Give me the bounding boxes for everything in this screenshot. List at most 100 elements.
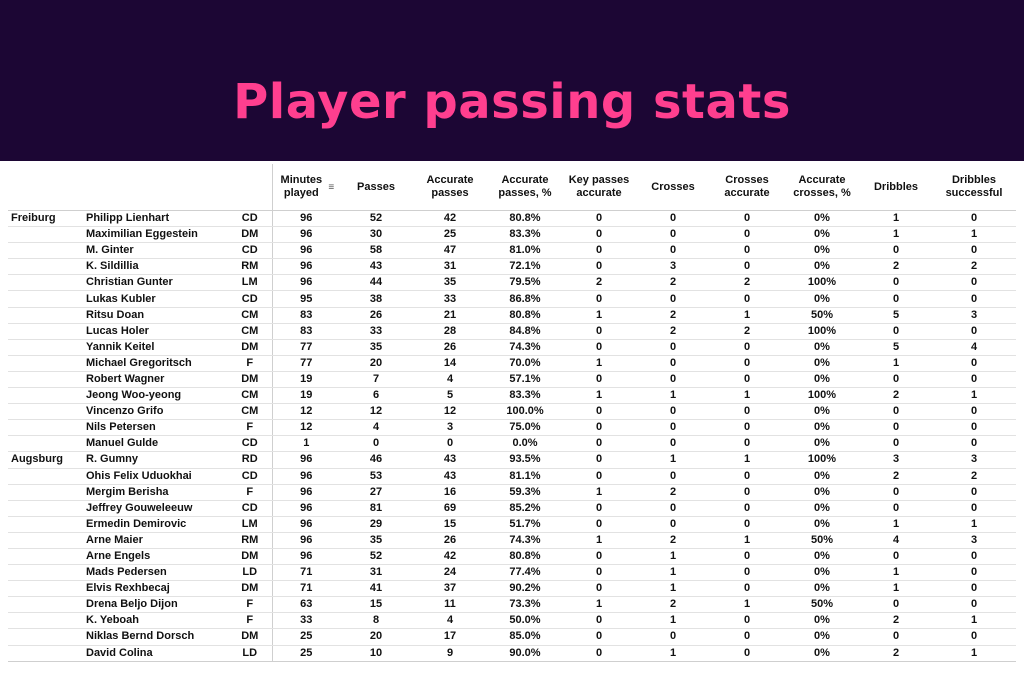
- team-cell: [8, 323, 82, 340]
- accurate-crosses-pct-cell: 0%: [784, 645, 860, 662]
- accurate-passes-pct-cell: 70.0%: [488, 355, 562, 372]
- table-row: Ermedin Demirovic LM 96 29 15 51.7% 0 0 0 0% 1 1: [8, 516, 1016, 533]
- player-name-cell: Arne Engels: [82, 548, 228, 566]
- accurate-passes-column-header[interactable]: Accurate passes: [412, 164, 488, 211]
- dribbles-successful-column-header[interactable]: Dribbles successful: [932, 164, 1016, 211]
- crosses-accurate-cell: 0: [710, 258, 784, 276]
- dribbles-successful-cell: 0: [932, 323, 1016, 340]
- crosses-accurate-cell: 2: [710, 274, 784, 292]
- minutes-cell: 33: [271, 612, 340, 630]
- table-row: Christian Gunter LM 96 44 35 79.5% 2 2 2 100% 0 0: [8, 274, 1016, 292]
- key-passes-cell: 1: [562, 355, 636, 372]
- accurate-crosses-pct-cell: 0%: [784, 242, 860, 260]
- crosses-column-header[interactable]: Crosses: [636, 164, 710, 211]
- passes-cell: 53: [340, 468, 412, 485]
- key-passes-cell: 0: [562, 258, 636, 276]
- crosses-cell: 2: [636, 323, 710, 340]
- key-passes-cell: 0: [562, 612, 636, 630]
- accurate-crosses-pct-column-header[interactable]: Accurate crosses, %: [784, 164, 860, 211]
- crosses-accurate-cell: 1: [710, 532, 784, 549]
- passes-cell: 43: [340, 258, 412, 276]
- dribbles-cell: 0: [860, 371, 932, 389]
- accurate-crosses-pct-cell: 0%: [784, 355, 860, 372]
- accurate-passes-cell: 43: [412, 451, 488, 469]
- accurate-passes-cell: 0: [412, 435, 488, 453]
- passes-cell: 35: [340, 339, 412, 356]
- crosses-cell: 0: [636, 500, 710, 517]
- player-name-cell: Mergim Berisha: [82, 484, 228, 501]
- crosses-cell: 2: [636, 484, 710, 501]
- accurate-passes-pct-cell: 90.2%: [488, 580, 562, 598]
- header-row: Minutes played ≡ Passes Accurate passes A…: [8, 164, 1016, 211]
- position-cell: DM: [228, 339, 272, 356]
- player-name-cell: Nils Petersen: [82, 419, 228, 437]
- minutes-cell: 96: [271, 258, 340, 276]
- crosses-accurate-cell: 0: [710, 500, 784, 517]
- minutes-cell: 96: [271, 468, 340, 485]
- minutes-column-header[interactable]: Minutes played ≡: [271, 164, 340, 211]
- team-cell: [8, 242, 82, 260]
- minutes-cell: 19: [271, 371, 340, 389]
- dribbles-cell: 1: [860, 226, 932, 244]
- accurate-crosses-pct-cell: 100%: [784, 274, 860, 292]
- key-passes-cell: 0: [562, 419, 636, 437]
- player-name-cell: Niklas Bernd Dorsch: [82, 628, 228, 646]
- dribbles-successful-cell: 0: [932, 371, 1016, 389]
- passes-cell: 20: [340, 355, 412, 372]
- accurate-passes-pct-cell: 59.3%: [488, 484, 562, 501]
- accurate-passes-pct-cell: 100.0%: [488, 403, 562, 421]
- dribbles-cell: 0: [860, 403, 932, 421]
- accurate-crosses-pct-cell: 50%: [784, 532, 860, 549]
- minutes-cell: 1: [271, 435, 340, 453]
- accurate-crosses-pct-cell: 100%: [784, 387, 860, 405]
- crosses-accurate-cell: 0: [710, 580, 784, 598]
- accurate-passes-pct-cell: 75.0%: [488, 419, 562, 437]
- accurate-passes-cell: 37: [412, 580, 488, 598]
- crosses-accurate-cell: 0: [710, 403, 784, 421]
- passes-cell: 7: [340, 371, 412, 389]
- team-cell: [8, 468, 82, 485]
- passes-cell: 20: [340, 628, 412, 646]
- player-name-cell: Jeong Woo-yeong: [82, 387, 228, 405]
- accurate-passes-pct-column-header[interactable]: Accurate passes, %: [488, 164, 562, 211]
- accurate-passes-pct-cell: 80.8%: [488, 307, 562, 324]
- accurate-passes-pct-cell: 83.3%: [488, 226, 562, 244]
- crosses-cell: 0: [636, 290, 710, 308]
- position-cell: F: [228, 484, 272, 501]
- key-passes-column-header[interactable]: Key passes accurate: [562, 164, 636, 211]
- key-passes-cell: 0: [562, 516, 636, 533]
- team-cell: [8, 500, 82, 517]
- position-cell: F: [228, 612, 272, 630]
- dribbles-successful-cell: 1: [932, 226, 1016, 244]
- player-name-cell: Robert Wagner: [82, 371, 228, 389]
- dribbles-cell: 2: [860, 645, 932, 662]
- accurate-passes-cell: 16: [412, 484, 488, 501]
- team-cell: [8, 226, 82, 244]
- passes-cell: 30: [340, 226, 412, 244]
- dribbles-column-header[interactable]: Dribbles: [860, 164, 932, 211]
- accurate-crosses-pct-cell: 0%: [784, 210, 860, 228]
- passes-column-header[interactable]: Passes: [340, 164, 412, 211]
- position-cell: CD: [228, 500, 272, 517]
- table-row: Arne Engels DM 96 52 42 80.8% 0 1 0 0% 0 0: [8, 548, 1016, 566]
- crosses-cell: 2: [636, 307, 710, 324]
- sort-icon[interactable]: ≡: [328, 181, 335, 193]
- accurate-crosses-pct-cell: 0%: [784, 484, 860, 501]
- position-cell: LM: [228, 274, 272, 292]
- crosses-cell: 0: [636, 419, 710, 437]
- crosses-accurate-column-header[interactable]: Crosses accurate: [710, 164, 784, 211]
- table-body: Freiburg Philipp Lienhart CD 96 52 42 80.8% 0 0 0…: [8, 210, 1016, 662]
- accurate-passes-pct-cell: 0.0%: [488, 435, 562, 453]
- minutes-cell: 96: [271, 516, 340, 533]
- passes-cell: 81: [340, 500, 412, 517]
- team-cell: [8, 355, 82, 372]
- dribbles-successful-cell: 0: [932, 484, 1016, 501]
- key-passes-cell: 2: [562, 274, 636, 292]
- accurate-crosses-pct-cell: 0%: [784, 226, 860, 244]
- minutes-cell: 25: [271, 645, 340, 662]
- player-name-cell: Ritsu Doan: [82, 307, 228, 324]
- position-cell: DM: [228, 628, 272, 646]
- team-cell: [8, 290, 82, 308]
- crosses-cell: 1: [636, 580, 710, 598]
- minutes-cell: 25: [271, 628, 340, 646]
